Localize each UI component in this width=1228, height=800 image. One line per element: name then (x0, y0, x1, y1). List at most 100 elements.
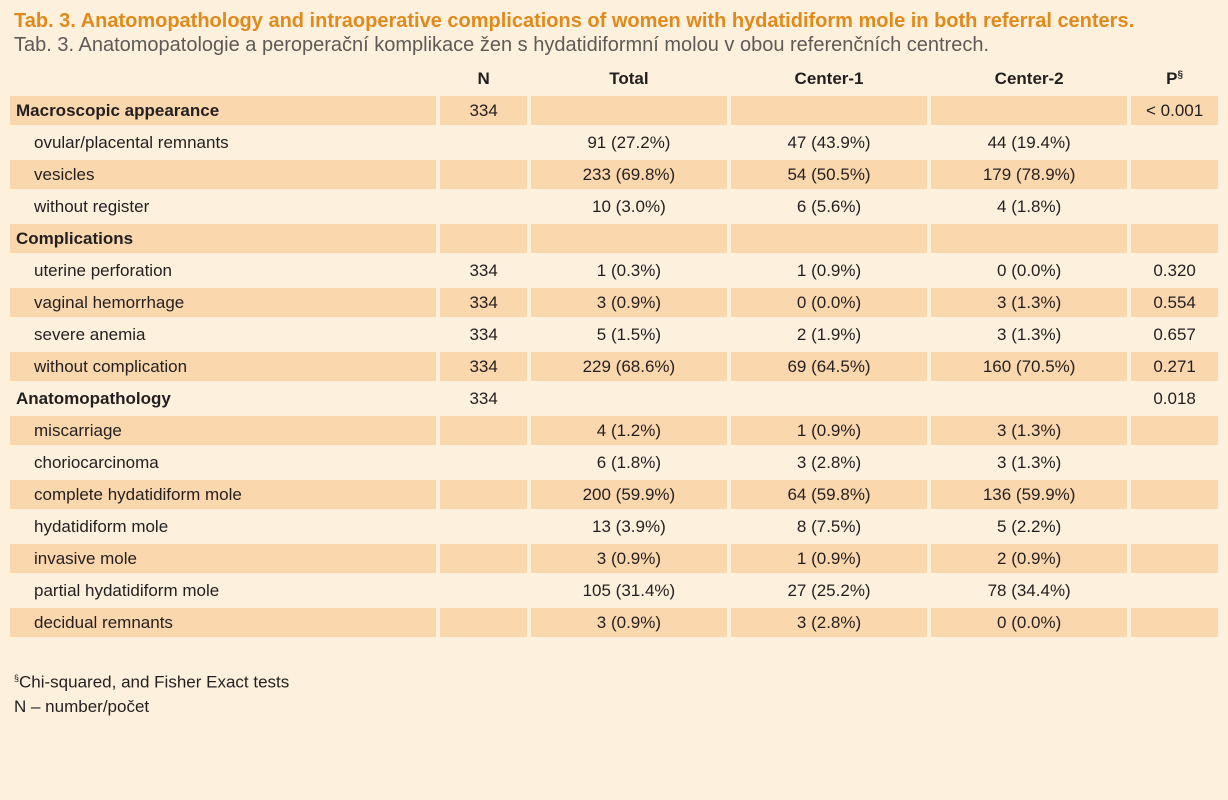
table-footnotes: §Chi-squared, and Fisher Exact tests N –… (14, 666, 1222, 719)
cell-p-value (1131, 224, 1218, 253)
cell-p-value: 0.320 (1153, 260, 1196, 280)
cell-center-2 (931, 96, 1128, 125)
cell-n (440, 608, 527, 637)
cell-center-2: 78 (34.4%) (987, 580, 1071, 600)
table-row: partial hydatidiform mole 105 (31.4%) 27 (… (10, 576, 1218, 605)
cell-total: 4 (1.2%) (530, 416, 727, 445)
cell-center-2: 3 (1.3%) (931, 416, 1128, 445)
table-row: uterine perforation 334 1 (0.3%) 1 (0.9%) 0 … (10, 256, 1218, 285)
cell-p-value (1131, 544, 1218, 573)
cell-total: 229 (68.6%) (530, 352, 727, 381)
header-row: N Total Center-1 Center-2 P§ (10, 64, 1218, 93)
cell-total: 1 (0.3%) (596, 260, 662, 280)
cell-center-1 (731, 384, 927, 413)
cell-p-value: 0.018 (1153, 388, 1196, 408)
cell-center-1 (730, 224, 928, 253)
cell-n (440, 160, 527, 189)
cell-center-1: 1 (0.9%) (796, 260, 862, 280)
table-section-row: Anatomopathology 334 0.018 (10, 384, 1218, 413)
cell-total: 3 (0.9%) (530, 288, 727, 317)
cell-center-1: 54 (50.5%) (730, 160, 928, 189)
table-row: decidual remnants 3 (0.9%) 3 (2.8%) 0 (0.0%… (10, 608, 1218, 637)
cell-total: 91 (27.2%) (587, 132, 671, 152)
cell-n: 334 (440, 352, 527, 381)
cell-center-1: 0 (0.0%) (730, 288, 928, 317)
cell-center-1: 3 (2.8%) (730, 608, 928, 637)
cell-center-1: 27 (25.2%) (787, 580, 871, 600)
row-label: without register (34, 196, 150, 216)
header-center-1: Center-1 (794, 68, 864, 88)
cell-n (440, 512, 526, 541)
cell-center-2: 3 (1.3%) (931, 288, 1128, 317)
table-row: without complication 334 229 (68.6%) 69 (64… (10, 352, 1218, 381)
row-label: vaginal hemorrhage (10, 288, 437, 317)
row-label: severe anemia (34, 324, 146, 344)
cell-n (440, 192, 526, 221)
row-label: hydatidiform mole (34, 516, 169, 536)
cell-p-value (1131, 160, 1218, 189)
cell-n: 334 (440, 96, 527, 125)
cell-center-2 (931, 224, 1128, 253)
cell-p-value: < 0.001 (1131, 96, 1218, 125)
cell-center-1: 6 (5.6%) (796, 196, 862, 216)
table-row: without register 10 (3.0%) 6 (5.6%) 4 (1.8%… (10, 192, 1218, 221)
row-label: ovular/placental remnants (34, 132, 229, 152)
cell-total: 6 (1.8%) (596, 452, 662, 472)
cell-n (440, 128, 526, 157)
cell-total: 13 (3.9%) (592, 516, 666, 536)
cell-n: 334 (469, 324, 498, 344)
cell-n (440, 224, 527, 253)
footnote-tests-text: Chi-squared, and Fisher Exact tests (19, 672, 290, 692)
cell-p-value (1131, 512, 1218, 541)
table-row: ovular/placental remnants 91 (27.2%) 47 (4… (10, 128, 1218, 157)
cell-p-value: 0.271 (1131, 352, 1218, 381)
cell-total (530, 224, 727, 253)
cell-p-value (1131, 576, 1218, 605)
cell-p-value: 0.554 (1131, 288, 1218, 317)
cell-total: 10 (3.0%) (592, 196, 666, 216)
cell-p-value (1131, 480, 1218, 509)
row-label: vesicles (10, 160, 437, 189)
cell-center-1: 1 (0.9%) (730, 416, 928, 445)
cell-center-2: 136 (59.9%) (931, 480, 1128, 509)
table-row: miscarriage 4 (1.2%) 1 (0.9%) 3 (1.3%) (10, 416, 1218, 445)
cell-center-1 (730, 96, 928, 125)
cell-total: 105 (31.4%) (582, 580, 676, 600)
cell-n: 334 (469, 388, 498, 408)
row-label: complete hydatidiform mole (10, 480, 437, 509)
header-label (10, 64, 436, 93)
data-table: N Total Center-1 Center-2 P§ Macroscopic… (6, 61, 1222, 640)
cell-p-value (1131, 448, 1218, 477)
cell-center-2: 160 (70.5%) (931, 352, 1128, 381)
cell-p-value (1131, 416, 1218, 445)
table-row: vesicles 233 (69.8%) 54 (50.5%) 179 (78.9%) (10, 160, 1218, 189)
header-p-text: P (1166, 68, 1178, 88)
cell-center-1: 1 (0.9%) (730, 544, 928, 573)
table-section-row: Complications (10, 224, 1218, 253)
cell-n (440, 576, 526, 605)
cell-p-value (1131, 192, 1218, 221)
header-p: P§ (1131, 64, 1218, 93)
cell-center-2: 4 (1.8%) (997, 196, 1062, 216)
table-title-english: Tab. 3. Anatomopathology and intraoperat… (14, 10, 1135, 32)
table-row: complete hydatidiform mole 200 (59.9%) 64 … (10, 480, 1218, 509)
footnote-tests: §Chi-squared, and Fisher Exact tests (14, 666, 1222, 695)
cell-center-2: 3 (1.3%) (997, 452, 1062, 472)
cell-total (530, 96, 727, 125)
cell-total: 3 (0.9%) (530, 608, 727, 637)
cell-total: 200 (59.9%) (530, 480, 727, 509)
cell-center-1: 2 (1.9%) (796, 324, 862, 344)
cell-center-1: 64 (59.8%) (730, 480, 928, 509)
cell-n (440, 480, 527, 509)
cell-center-2 (931, 384, 1127, 413)
table-row: vaginal hemorrhage 334 3 (0.9%) 0 (0.0%) 3 (… (10, 288, 1218, 317)
row-label: Macroscopic appearance (10, 96, 437, 125)
header-center-2: Center-2 (994, 68, 1064, 88)
table-body: Macroscopic appearance 334 < 0.001 ovular/p… (10, 96, 1218, 637)
cell-center-2: 179 (78.9%) (931, 160, 1128, 189)
cell-center-1: 8 (7.5%) (796, 516, 862, 536)
cell-n (440, 416, 527, 445)
cell-center-1: 3 (2.8%) (796, 452, 862, 472)
cell-center-2: 5 (2.2%) (997, 516, 1062, 536)
